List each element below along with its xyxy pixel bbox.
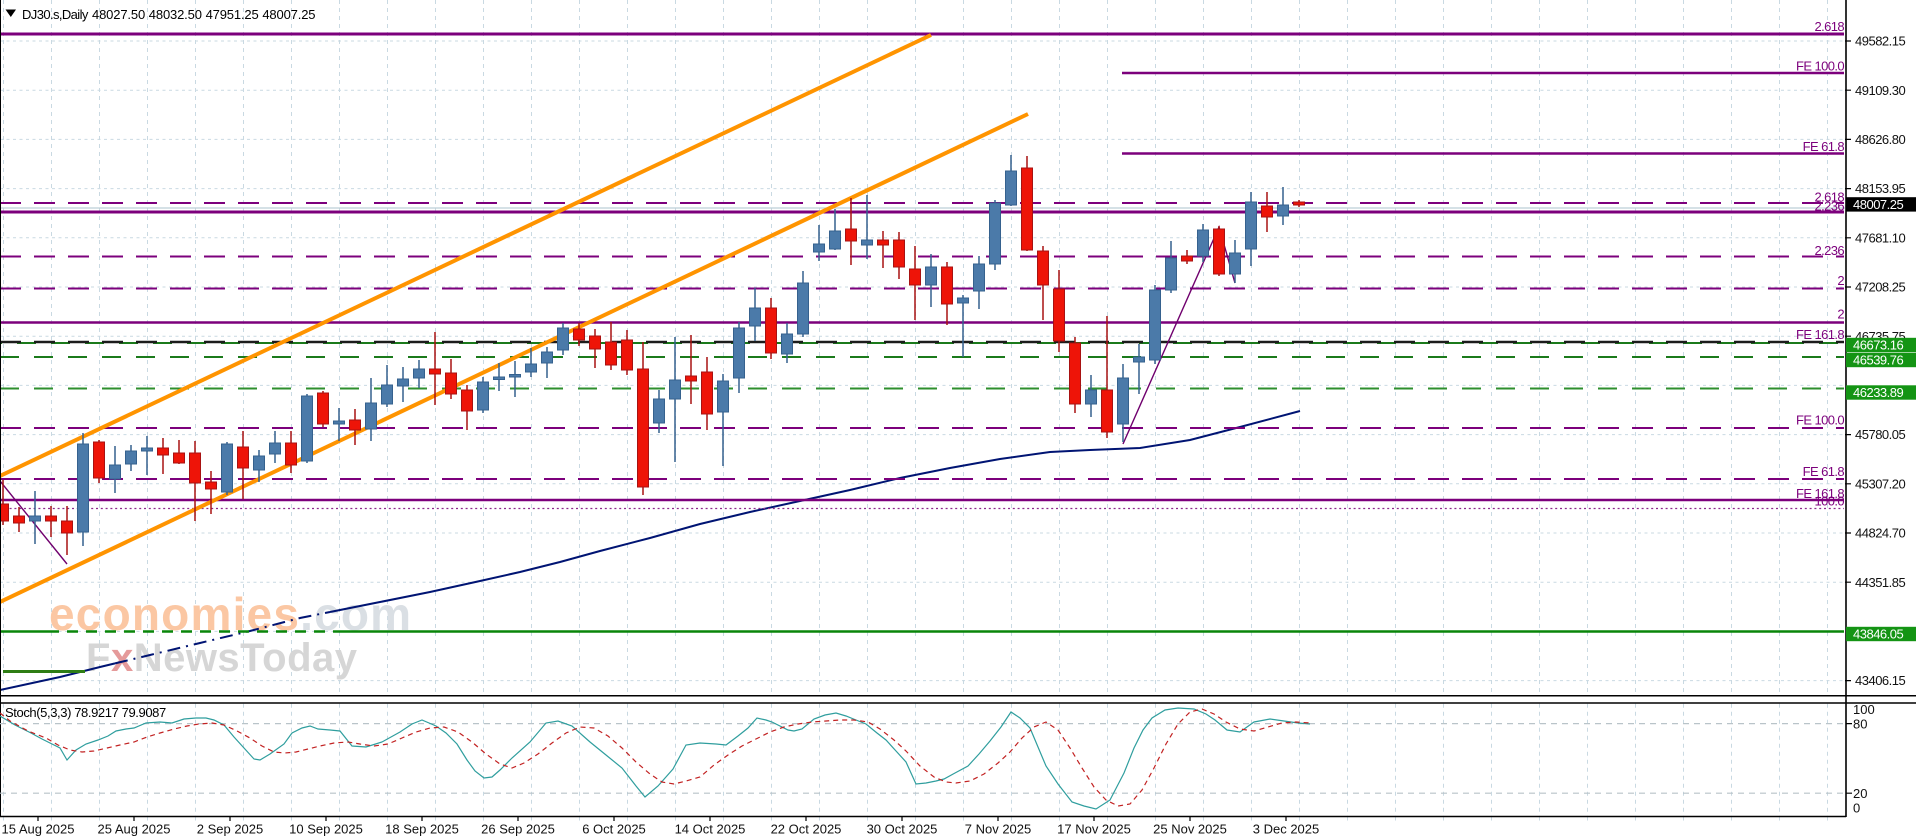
svg-text:15 Aug 2025: 15 Aug 2025 — [1, 822, 74, 837]
svg-text:2.618: 2.618 — [1814, 190, 1844, 205]
svg-text:43846.05: 43846.05 — [1853, 627, 1903, 642]
svg-text:44351.85: 44351.85 — [1855, 575, 1905, 590]
svg-text:48027.50 48032.50 47951.25 480: 48027.50 48032.50 47951.25 48007.25 — [92, 7, 315, 22]
svg-text:46233.89: 46233.89 — [1853, 385, 1903, 400]
svg-text:2.618: 2.618 — [1814, 19, 1844, 34]
svg-text:FE 161.8: FE 161.8 — [1796, 486, 1844, 501]
svg-text:FE 100.0: FE 100.0 — [1796, 413, 1844, 428]
svg-text:30 Oct 2025: 30 Oct 2025 — [867, 822, 938, 837]
svg-text:17 Nov 2025: 17 Nov 2025 — [1057, 822, 1131, 837]
svg-text:2: 2 — [1837, 273, 1844, 288]
svg-text:FE 61.8: FE 61.8 — [1803, 464, 1845, 479]
svg-text:45780.05: 45780.05 — [1855, 427, 1905, 442]
svg-text:48626.80: 48626.80 — [1855, 132, 1905, 147]
svg-text:10 Sep 2025: 10 Sep 2025 — [289, 822, 363, 837]
svg-text:FE 100.0: FE 100.0 — [1796, 59, 1844, 74]
svg-text:100.0: 100.0 — [1814, 494, 1844, 509]
svg-text:48153.95: 48153.95 — [1855, 181, 1905, 196]
svg-text:26 Sep 2025: 26 Sep 2025 — [481, 822, 555, 837]
svg-text:2.236: 2.236 — [1814, 199, 1844, 214]
svg-text:25 Nov 2025: 25 Nov 2025 — [1153, 822, 1227, 837]
svg-text:FE 61.8: FE 61.8 — [1803, 139, 1845, 154]
svg-text:49582.15: 49582.15 — [1855, 34, 1905, 49]
svg-text:0: 0 — [1853, 801, 1860, 816]
svg-text:18 Sep 2025: 18 Sep 2025 — [385, 822, 459, 837]
svg-text:80: 80 — [1853, 716, 1867, 731]
svg-text:7 Nov 2025: 7 Nov 2025 — [965, 822, 1032, 837]
svg-text:2: 2 — [1837, 307, 1844, 322]
svg-text:FxNewsToday: FxNewsToday — [86, 636, 358, 680]
svg-text:46539.76: 46539.76 — [1853, 353, 1903, 368]
svg-text:6 Oct 2025: 6 Oct 2025 — [582, 822, 646, 837]
svg-text:DJ30.s,Daily: DJ30.s,Daily — [22, 7, 89, 22]
svg-text:47208.25: 47208.25 — [1855, 280, 1905, 295]
svg-text:43406.15: 43406.15 — [1855, 673, 1905, 688]
svg-text:14 Oct 2025: 14 Oct 2025 — [675, 822, 746, 837]
svg-text:2.236: 2.236 — [1814, 243, 1844, 258]
svg-text:45307.20: 45307.20 — [1855, 476, 1905, 491]
svg-text:20: 20 — [1853, 786, 1867, 801]
svg-text:2 Sep 2025: 2 Sep 2025 — [197, 822, 264, 837]
svg-text:22 Oct 2025: 22 Oct 2025 — [771, 822, 842, 837]
svg-text:25 Aug 2025: 25 Aug 2025 — [97, 822, 170, 837]
svg-text:48007.25: 48007.25 — [1853, 197, 1903, 212]
svg-text:46673.16: 46673.16 — [1853, 338, 1903, 353]
svg-text:47681.10: 47681.10 — [1855, 230, 1905, 245]
svg-text:3 Dec 2025: 3 Dec 2025 — [1253, 822, 1320, 837]
svg-text:100: 100 — [1853, 702, 1875, 717]
svg-text:49109.30: 49109.30 — [1855, 83, 1905, 98]
svg-text:Stoch(5,3,3) 78.9217 79.9087: Stoch(5,3,3) 78.9217 79.9087 — [5, 705, 166, 720]
svg-text:44824.70: 44824.70 — [1855, 526, 1905, 541]
svg-text:FE 161.8: FE 161.8 — [1796, 327, 1844, 342]
